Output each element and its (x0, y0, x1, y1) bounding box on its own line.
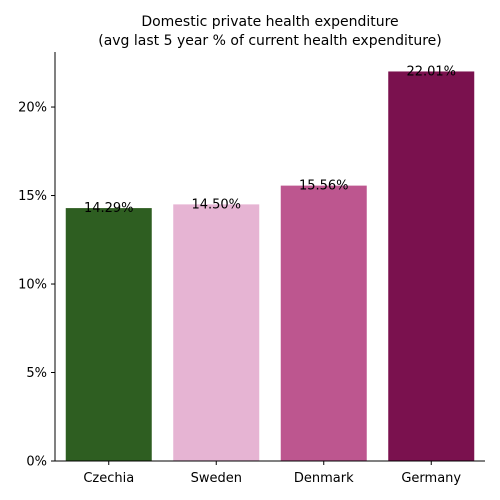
x-tick-label: Czechia (83, 471, 134, 486)
bar-value-label: 14.29% (84, 201, 134, 216)
y-axis: 0% 5% 10% 15% 20% (18, 52, 56, 470)
x-axis: Czechia Sweden Denmark Germany (55, 460, 485, 486)
x-tick-label: Denmark (294, 471, 354, 486)
y-tick-label: 15% (18, 189, 47, 204)
y-tick-label: 20% (18, 101, 47, 116)
bar-value-label: 22.01% (406, 64, 456, 79)
y-tick-label: 10% (18, 278, 47, 293)
value-labels-group: 14.29% 14.50% 15.56% 22.01% (84, 64, 456, 216)
x-tick-label: Germany (401, 471, 461, 486)
chart-title: Domestic private health expenditure (141, 14, 398, 30)
bar-germany (388, 71, 475, 461)
y-tick-label: 0% (26, 455, 47, 470)
bar-value-label: 14.50% (191, 197, 241, 212)
bar-sweden (173, 204, 260, 461)
bar-denmark (280, 185, 367, 462)
bar-czechia (65, 208, 152, 461)
bars-group (65, 71, 475, 462)
y-tick-label: 5% (26, 366, 47, 381)
x-tick-label: Sweden (191, 471, 242, 486)
bar-value-label: 15.56% (299, 179, 349, 194)
chart-subtitle: (avg last 5 year % of current health exp… (98, 33, 442, 49)
